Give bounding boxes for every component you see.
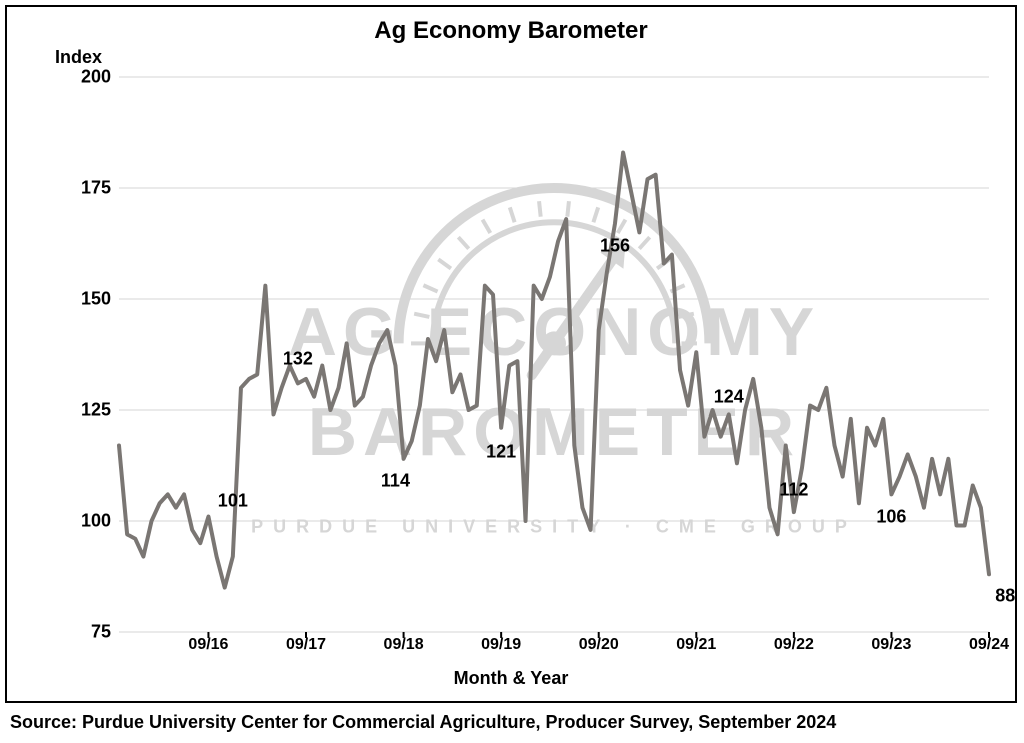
data-callout: 132 (283, 348, 313, 369)
data-callout: 112 (779, 479, 808, 500)
y-tick-label: 100 (61, 511, 111, 532)
y-tick-label: 175 (61, 178, 111, 199)
data-callout: 101 (218, 491, 248, 512)
data-callout: 106 (876, 506, 906, 527)
x-tick-label: 09/24 (969, 636, 1009, 654)
chart-frame: Ag Economy Barometer Index Month & Year … (5, 5, 1017, 703)
y-ticks: 75100125150175200 (57, 77, 119, 632)
plot-area: 10113211412115612411210688 (119, 77, 989, 632)
y-axis-title: Index (55, 47, 102, 68)
data-callout: 114 (381, 471, 410, 492)
y-tick-label: 200 (61, 67, 111, 88)
y-tick-label: 75 (61, 622, 111, 643)
x-tick-label: 09/19 (481, 636, 521, 654)
x-tick-label: 09/22 (774, 636, 814, 654)
x-tick-label: 09/16 (188, 636, 228, 654)
plot-svg (119, 77, 989, 632)
data-callout: 88 (995, 586, 1015, 607)
source-text: Source: Purdue University Center for Com… (10, 712, 836, 733)
x-tick-label: 09/23 (871, 636, 911, 654)
y-tick-label: 125 (61, 400, 111, 421)
x-tick-label: 09/18 (384, 636, 424, 654)
x-tick-label: 09/21 (676, 636, 716, 654)
x-tick-label: 09/17 (286, 636, 326, 654)
chart-title: Ag Economy Barometer (7, 17, 1015, 45)
y-tick-label: 150 (61, 289, 111, 310)
line-series (119, 152, 989, 587)
data-callout: 121 (486, 442, 516, 463)
x-tick-label: 09/20 (579, 636, 619, 654)
data-callout: 124 (714, 386, 744, 407)
data-callout: 156 (600, 235, 630, 256)
x-axis-title: Month & Year (7, 668, 1015, 689)
